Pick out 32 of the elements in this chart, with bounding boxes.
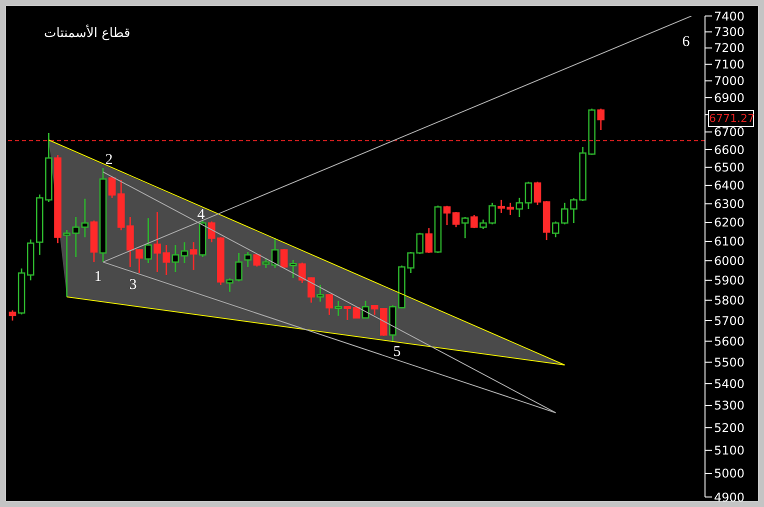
y-tick-label: 5100 bbox=[714, 444, 745, 458]
y-tick-label: 7400 bbox=[714, 9, 745, 24]
y-tick-label: 5800 bbox=[714, 294, 745, 308]
y-tick-label: 7200 bbox=[714, 41, 745, 56]
annotation: 5 bbox=[392, 343, 402, 361]
y-tick-label: 7100 bbox=[714, 58, 745, 72]
y-tick-label: 5500 bbox=[714, 355, 745, 370]
y-tick-label: 6200 bbox=[714, 216, 745, 230]
y-tick-label: 6400 bbox=[714, 178, 745, 193]
annotation: 3 bbox=[128, 276, 138, 294]
annotation: 2 bbox=[104, 151, 114, 169]
y-tick-label: 6000 bbox=[714, 254, 745, 268]
y-tick-label: 7000 bbox=[714, 74, 745, 88]
y-tick-label: 5000 bbox=[714, 466, 745, 481]
y-tick-label: 4900 bbox=[714, 490, 745, 504]
annotation: 4 bbox=[196, 206, 206, 224]
annotation: 1 bbox=[93, 268, 103, 286]
y-tick-label: 5600 bbox=[714, 334, 745, 348]
y-tick-label: 5700 bbox=[714, 314, 745, 328]
y-tick-label: 5400 bbox=[714, 376, 745, 391]
y-tick-label: 6600 bbox=[714, 142, 745, 157]
y-tick-label: 5300 bbox=[714, 398, 745, 413]
y-tick-label: 6100 bbox=[714, 234, 745, 249]
y-tick-label: 6500 bbox=[714, 160, 745, 175]
y-tick-label: 6900 bbox=[714, 90, 745, 105]
y-tick-label: 5900 bbox=[714, 274, 745, 288]
y-tick-label: 6700 bbox=[714, 125, 745, 140]
text: قطاع الأسمنتات bbox=[44, 26, 130, 41]
y-tick-label: 6300 bbox=[714, 197, 745, 212]
annotation: 6 bbox=[681, 33, 691, 51]
y-tick-label: 7300 bbox=[714, 25, 745, 40]
y-tick-label: 5200 bbox=[714, 420, 745, 435]
